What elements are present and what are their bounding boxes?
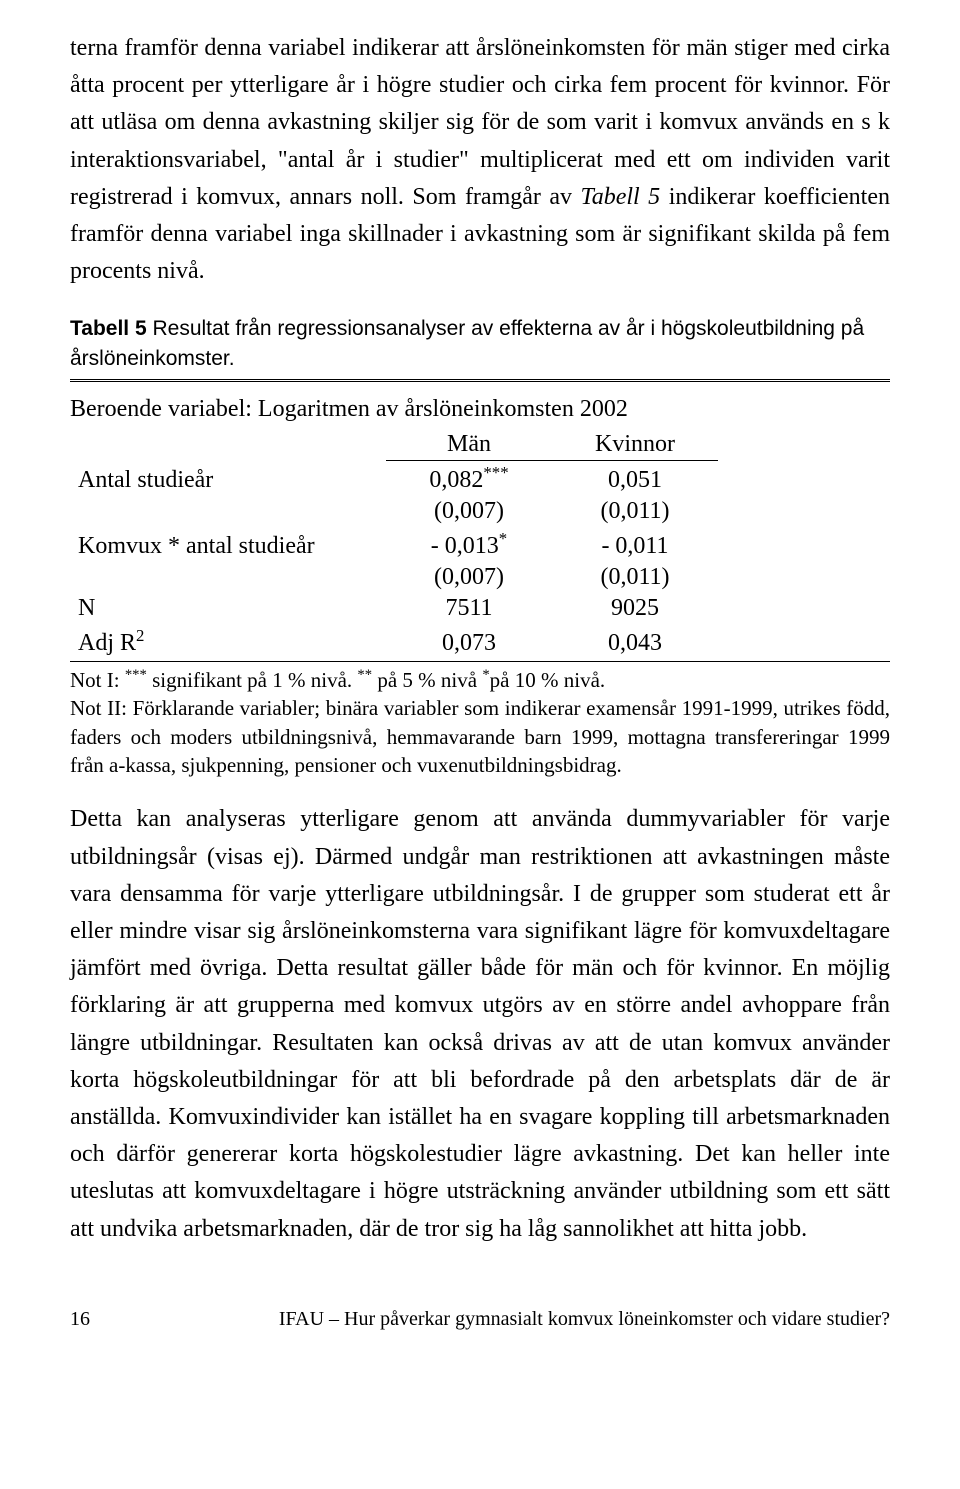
header-empty (70, 429, 386, 461)
table-title-bold: Tabell 5 (70, 317, 147, 340)
table-row: Komvux * antal studieår - 0,013* - 0,011 (70, 527, 718, 562)
dependent-variable: Beroende variabel: Logaritmen av årslöne… (70, 396, 890, 423)
row-label: Komvux * antal studieår (70, 527, 386, 562)
cell-men-r2: 0,073 (386, 624, 552, 659)
row-label-empty (70, 496, 386, 527)
cell-women-se: (0,011) (552, 562, 718, 593)
cell-men-n: 7511 (386, 593, 552, 624)
table-notes: Not I: *** signifikant på 1 % nivå. ** p… (70, 666, 890, 779)
page-number: 16 (70, 1308, 90, 1331)
row-label-empty (70, 562, 386, 593)
page-footer: 16 IFAU – Hur påverkar gymnasialt komvux… (70, 1308, 890, 1331)
table-title: Tabell 5 Resultat från regressionsanalys… (70, 314, 890, 373)
note1-sup3: * (482, 667, 489, 683)
note1-a: Not I: (70, 668, 125, 692)
note1-b: signifikant på 1 % nivå. (147, 668, 358, 692)
regression-table: Män Kvinnor Antal studieår 0,082*** 0,05… (70, 429, 718, 659)
cell-women-r2: 0,043 (552, 624, 718, 659)
note1-c: på 5 % nivå (372, 668, 482, 692)
table-row: N 7511 9025 (70, 593, 718, 624)
val: 0,082 (429, 467, 483, 493)
row-label-n: N (70, 593, 386, 624)
page: terna framför denna variabel indikerar a… (0, 0, 960, 1361)
paragraph-1: terna framför denna variabel indikerar a… (70, 30, 890, 290)
footer-source: IFAU – Hur påverkar gymnasialt komvux lö… (279, 1308, 890, 1331)
sig: *** (483, 463, 508, 482)
table-header-row: Män Kvinnor (70, 429, 718, 461)
note2: Not II: Förklarande variabler; binära va… (70, 696, 890, 777)
r2-text: Adj R (78, 630, 136, 656)
cell-men-se: (0,007) (386, 562, 552, 593)
table-bottom-rule (70, 661, 890, 662)
r2-sup: 2 (136, 626, 144, 645)
table-row: Antal studieår 0,082*** 0,051 (70, 461, 718, 497)
table-row: (0,007) (0,011) (70, 496, 718, 527)
cell-women: 0,051 (552, 461, 718, 497)
note1-sup1: *** (125, 667, 147, 683)
table-title-rest: Resultat från regressionsanalyser av eff… (70, 317, 864, 369)
para1-italic: Tabell 5 (581, 184, 661, 210)
cell-men: 0,082*** (386, 461, 552, 497)
paragraph-2: Detta kan analyseras ytterligare genom a… (70, 801, 890, 1247)
header-men: Män (386, 429, 552, 461)
cell-men-se: (0,007) (386, 496, 552, 527)
val: - 0,013 (431, 533, 499, 559)
table-top-rule (70, 379, 890, 382)
table-row: (0,007) (0,011) (70, 562, 718, 593)
cell-men: - 0,013* (386, 527, 552, 562)
cell-women: - 0,011 (552, 527, 718, 562)
row-label-r2: Adj R2 (70, 624, 386, 659)
row-label: Antal studieår (70, 461, 386, 497)
sig: * (499, 529, 507, 548)
header-women: Kvinnor (552, 429, 718, 461)
note1-d: på 10 % nivå. (490, 668, 605, 692)
cell-women-n: 9025 (552, 593, 718, 624)
table-row: Adj R2 0,073 0,043 (70, 624, 718, 659)
note1-sup2: ** (357, 667, 372, 683)
cell-women-se: (0,011) (552, 496, 718, 527)
